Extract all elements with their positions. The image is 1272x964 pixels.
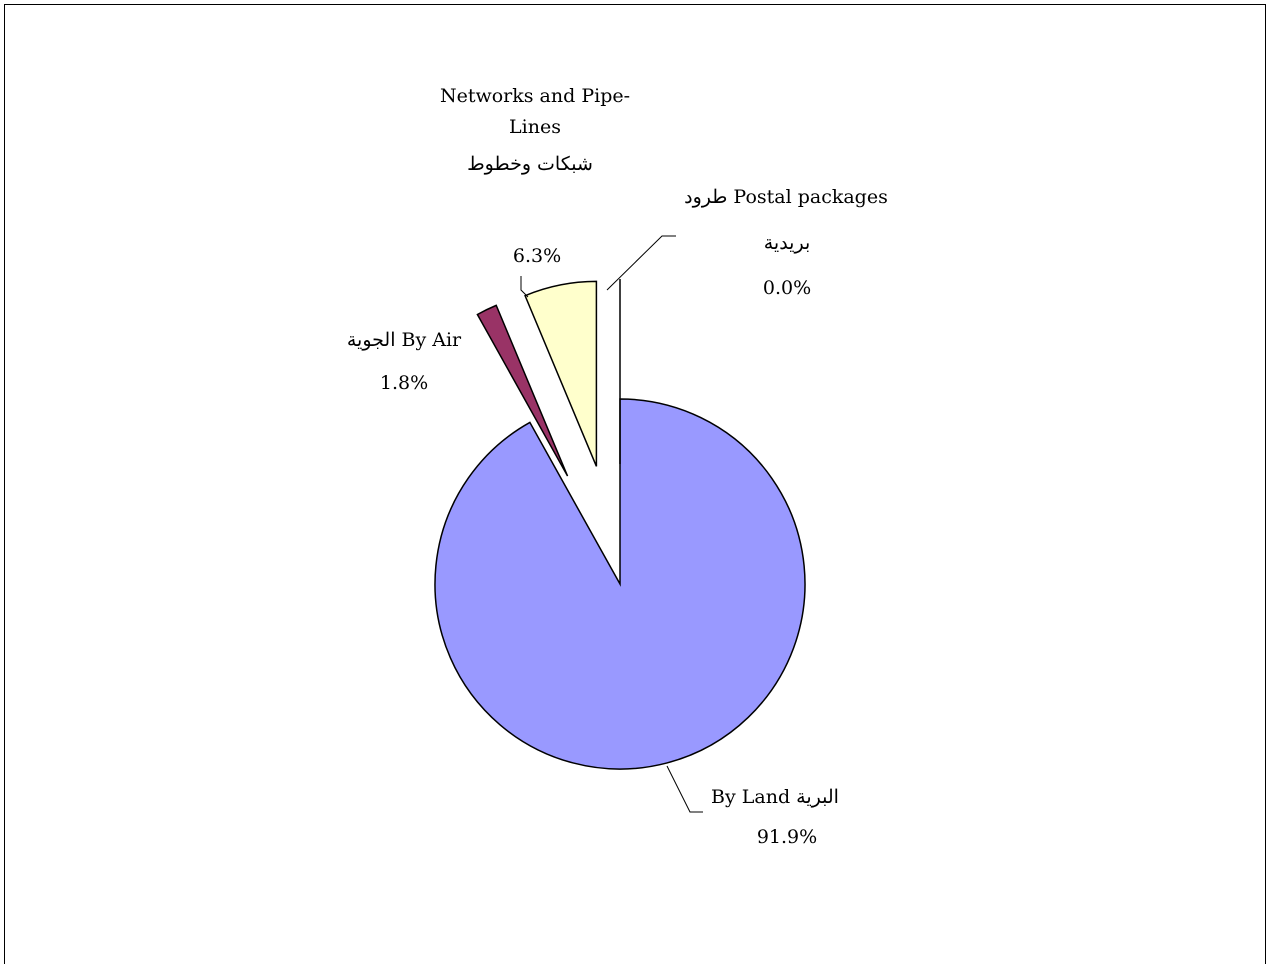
slice-land	[434, 398, 806, 770]
label-postal-name-ar: بريدية	[764, 232, 811, 254]
label-networks-name-ar: شبكات وخطوط	[467, 153, 593, 175]
label-postal-value: 0.0%	[763, 277, 811, 299]
label-air-value: 1.8%	[380, 372, 428, 394]
pie-slices	[434, 279, 806, 770]
label-networks-name-2: Lines	[509, 116, 561, 138]
label-postal-name: طرود Postal packages	[684, 186, 888, 208]
slice-networks	[524, 280, 598, 467]
leader-land	[666, 765, 703, 813]
leader-networks	[520, 276, 529, 298]
leader-lines	[520, 235, 703, 813]
leader-postal	[606, 235, 676, 291]
label-networks-name-1: Networks and Pipe-	[440, 85, 630, 107]
label-land-name: البرية By Land	[711, 786, 839, 808]
slice-air	[476, 304, 569, 477]
label-networks-value: 6.3%	[513, 245, 561, 267]
label-air-name: الجوية By Air	[347, 329, 462, 351]
label-land-value: 91.9%	[757, 826, 817, 848]
